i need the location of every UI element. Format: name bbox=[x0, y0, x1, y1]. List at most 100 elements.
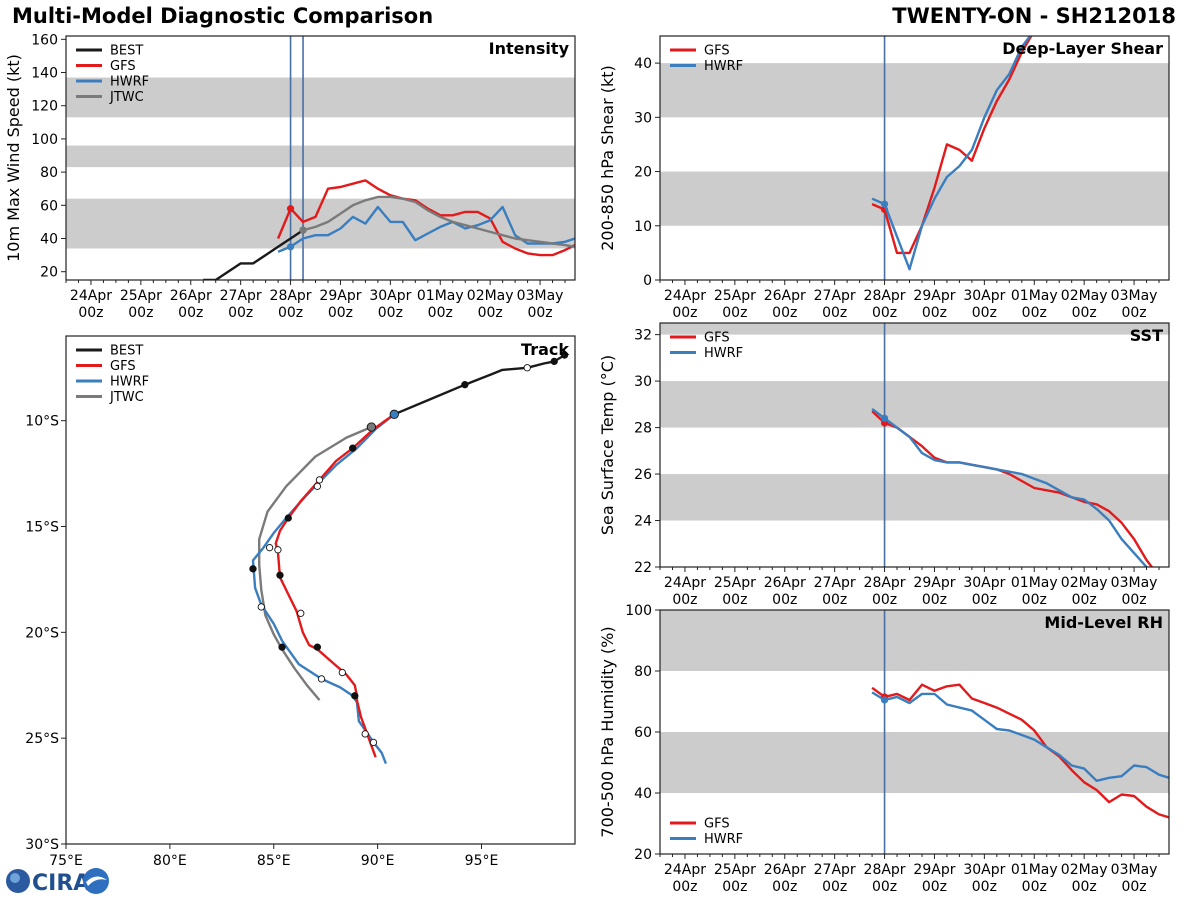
intensity-xtick-label-date: 01May bbox=[417, 288, 464, 304]
rh-legend-label-hwrf: HWRF bbox=[704, 832, 743, 847]
cira-swirl-icon bbox=[83, 868, 109, 894]
track-xtick-label: 95°E bbox=[465, 853, 499, 869]
shear-ytick-label: 20 bbox=[634, 165, 652, 181]
shear-xtick-label-date: 01May bbox=[1011, 288, 1058, 304]
rh-ytick-label: 20 bbox=[634, 847, 652, 863]
shear-frame bbox=[659, 35, 1170, 281]
sst-xtick-label-date: 28Apr bbox=[864, 575, 906, 591]
track-legend-label-gfs: GFS bbox=[110, 359, 136, 374]
intensity-frame bbox=[65, 35, 576, 281]
track-fix-gfs bbox=[274, 546, 282, 554]
rh-xtick-label-hour: 00z bbox=[722, 879, 747, 895]
track-fix-hwrf bbox=[389, 409, 399, 419]
intensity-marker-hwrf bbox=[286, 243, 295, 251]
sst-series-gfs bbox=[871, 410, 1154, 567]
sst-title: SST bbox=[1130, 326, 1163, 345]
shear-legend-label-hwrf: HWRF bbox=[704, 59, 743, 74]
rh-xtick-label-hour: 00z bbox=[922, 879, 947, 895]
sst-xtick-label-date: 26Apr bbox=[764, 575, 806, 591]
rh-xtick-label-hour: 00z bbox=[972, 879, 997, 895]
track-fix-hwrf bbox=[265, 544, 274, 552]
sst-band bbox=[660, 381, 1169, 428]
intensity-xtick-label-hour: 00z bbox=[128, 305, 153, 321]
sst-band bbox=[660, 474, 1169, 521]
shear-xtick-label-hour: 00z bbox=[822, 305, 847, 321]
rh-xtick-label-hour: 00z bbox=[1121, 879, 1146, 895]
shear-legend-label-gfs: GFS bbox=[704, 44, 730, 59]
intensity-legend-label-gfs: GFS bbox=[110, 59, 136, 74]
track-fix-gfs bbox=[313, 482, 322, 490]
rh-xtick-label-hour: 00z bbox=[672, 879, 697, 895]
shear-xtick-label-hour: 00z bbox=[972, 305, 997, 321]
track-ytick-label: 20°S bbox=[25, 625, 59, 641]
track-fix-gfs bbox=[361, 730, 369, 738]
rh-xtick-label-date: 30Apr bbox=[963, 862, 1005, 878]
intensity-title: Intensity bbox=[489, 39, 570, 58]
sst-xtick-label-date: 29Apr bbox=[913, 575, 955, 591]
track-ytick-label: 30°S bbox=[25, 837, 59, 853]
intensity-xtick-label-date: 28Apr bbox=[270, 288, 312, 304]
sst-xtick-label-hour: 00z bbox=[872, 592, 897, 608]
shear-xtick-label-hour: 00z bbox=[672, 305, 697, 321]
rh-xtick-label-hour: 00z bbox=[1022, 879, 1047, 895]
intensity-xtick-label-hour: 00z bbox=[228, 305, 253, 321]
sst-legend-label-gfs: GFS bbox=[704, 331, 730, 346]
intensity-ytick-label: 160 bbox=[31, 32, 58, 48]
track-ytick-label: 10°S bbox=[25, 414, 59, 430]
shear-xtick-label-date: 24Apr bbox=[664, 288, 706, 304]
track-fix-hwrf bbox=[317, 675, 326, 683]
sst-xtick-label-hour: 00z bbox=[672, 592, 697, 608]
intensity-xtick-label-hour: 00z bbox=[527, 305, 552, 321]
intensity-series-jtwc bbox=[302, 195, 575, 248]
rh-legend-label-gfs: GFS bbox=[704, 817, 730, 832]
track-fix-gfs bbox=[313, 643, 322, 651]
sst-ytick-label: 24 bbox=[634, 514, 652, 530]
shear-xtick-label-date: 27Apr bbox=[814, 288, 856, 304]
intensity-marker-jtwc bbox=[299, 226, 307, 234]
intensity-xtick-label-date: 25Apr bbox=[120, 288, 162, 304]
sst-ytick-label: 32 bbox=[634, 328, 652, 344]
track-fix-hwrf bbox=[278, 643, 286, 651]
sst-ytick-label: 26 bbox=[634, 467, 652, 483]
sst-xtick-label-date: 02May bbox=[1061, 575, 1108, 591]
track-path-jtwc bbox=[258, 425, 372, 701]
intensity-series-group bbox=[203, 179, 575, 280]
sst-ytick-label: 28 bbox=[634, 421, 652, 437]
shear-marker-hwrf bbox=[880, 200, 889, 208]
track-ytick-label: 15°S bbox=[25, 520, 59, 536]
track-xtick-label: 85°E bbox=[257, 853, 291, 869]
sst-xtick-label-hour: 00z bbox=[922, 592, 947, 608]
intensity-band bbox=[66, 145, 575, 168]
sst-xtick-label-date: 30Apr bbox=[963, 575, 1005, 591]
shear-series-gfs bbox=[871, 36, 1033, 255]
intensity-ytick-label: 80 bbox=[40, 165, 58, 181]
rh-title: Mid-Level RH bbox=[1044, 613, 1163, 632]
rh-marker-hwrf bbox=[880, 696, 889, 704]
intensity-xtick-label-hour: 00z bbox=[478, 305, 503, 321]
shear-xtick-label-hour: 00z bbox=[922, 305, 947, 321]
shear-xtick-label-hour: 00z bbox=[1121, 305, 1146, 321]
shear-xtick-label-hour: 00z bbox=[1072, 305, 1097, 321]
shear-band bbox=[660, 63, 1169, 118]
rh-series-group bbox=[871, 683, 1169, 819]
cira-swirl-mark bbox=[86, 876, 107, 886]
shear-xtick-label-hour: 00z bbox=[1022, 305, 1047, 321]
intensity-xtick-label-date: 27Apr bbox=[220, 288, 262, 304]
intensity-xtick-label-hour: 00z bbox=[178, 305, 203, 321]
sst-xtick-label-hour: 00z bbox=[1121, 592, 1146, 608]
sst-panel: 22242628303224Apr00z25Apr00z26Apr00z27Ap… bbox=[598, 322, 1170, 608]
intensity-xtick-label-date: 03May bbox=[517, 288, 564, 304]
track-fix-best bbox=[550, 357, 558, 366]
intensity-xtick-label-hour: 00z bbox=[78, 305, 103, 321]
track-legend-label-hwrf: HWRF bbox=[110, 375, 149, 390]
shear-xtick-label-date: 03May bbox=[1111, 288, 1158, 304]
intensity-xtick-label-date: 30Apr bbox=[369, 288, 411, 304]
rh-xtick-label-date: 03May bbox=[1111, 862, 1158, 878]
storm-id-title: TWENTY-ON - SH212018 bbox=[892, 4, 1176, 28]
shear-xtick-label-hour: 00z bbox=[772, 305, 797, 321]
rh-ytick-label: 100 bbox=[625, 603, 652, 619]
track-fix-hwrf bbox=[369, 738, 378, 747]
shear-xtick-label-date: 26Apr bbox=[764, 288, 806, 304]
rh-xtick-label-hour: 00z bbox=[872, 879, 897, 895]
intensity-ytick-label: 60 bbox=[40, 198, 58, 214]
